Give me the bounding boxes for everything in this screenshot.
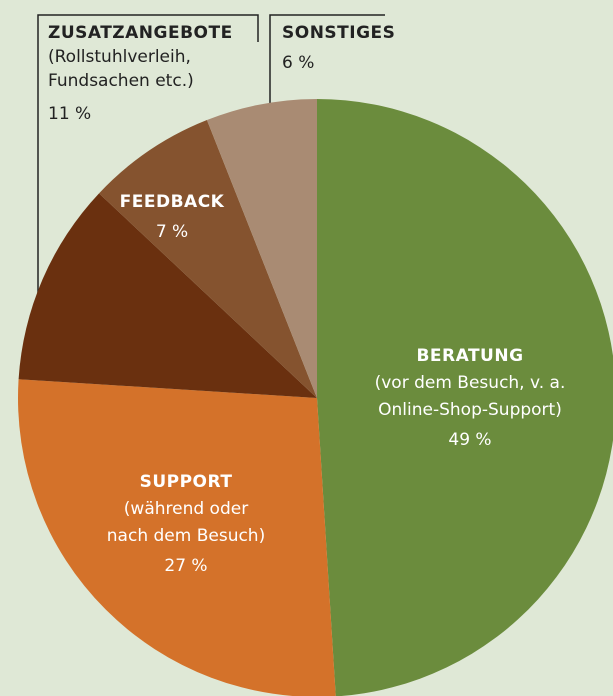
category-label: ZUSATZANGEBOTE — [48, 23, 233, 43]
value-label: 6 % — [282, 53, 314, 73]
category-label: BERATUNG — [416, 346, 523, 366]
pie-slice — [206, 99, 317, 398]
category-description: Online-Shop-Support) — [378, 400, 562, 420]
category-label: FEEDBACK — [120, 192, 225, 212]
pie-slice — [18, 379, 336, 696]
value-label: 11 % — [48, 104, 91, 124]
pie-slice — [99, 119, 317, 399]
pie-slice — [317, 99, 613, 696]
leader-line — [269, 14, 385, 118]
leader-line — [37, 14, 259, 318]
category-label: SUPPORT — [140, 472, 233, 492]
value-label: 49 % — [448, 430, 491, 450]
value-label: 7 % — [156, 222, 188, 242]
category-description: (während oder — [124, 499, 248, 519]
category-description: (vor dem Besuch, v. a. — [375, 373, 566, 393]
category-label: SONSTIGES — [282, 23, 395, 43]
category-description: nach dem Besuch) — [107, 526, 265, 546]
value-label: 27 % — [164, 556, 207, 576]
category-description: Fundsachen etc.) — [48, 71, 194, 91]
category-description: (Rollstuhlverleih, — [48, 47, 191, 67]
pie-slice — [18, 193, 318, 398]
